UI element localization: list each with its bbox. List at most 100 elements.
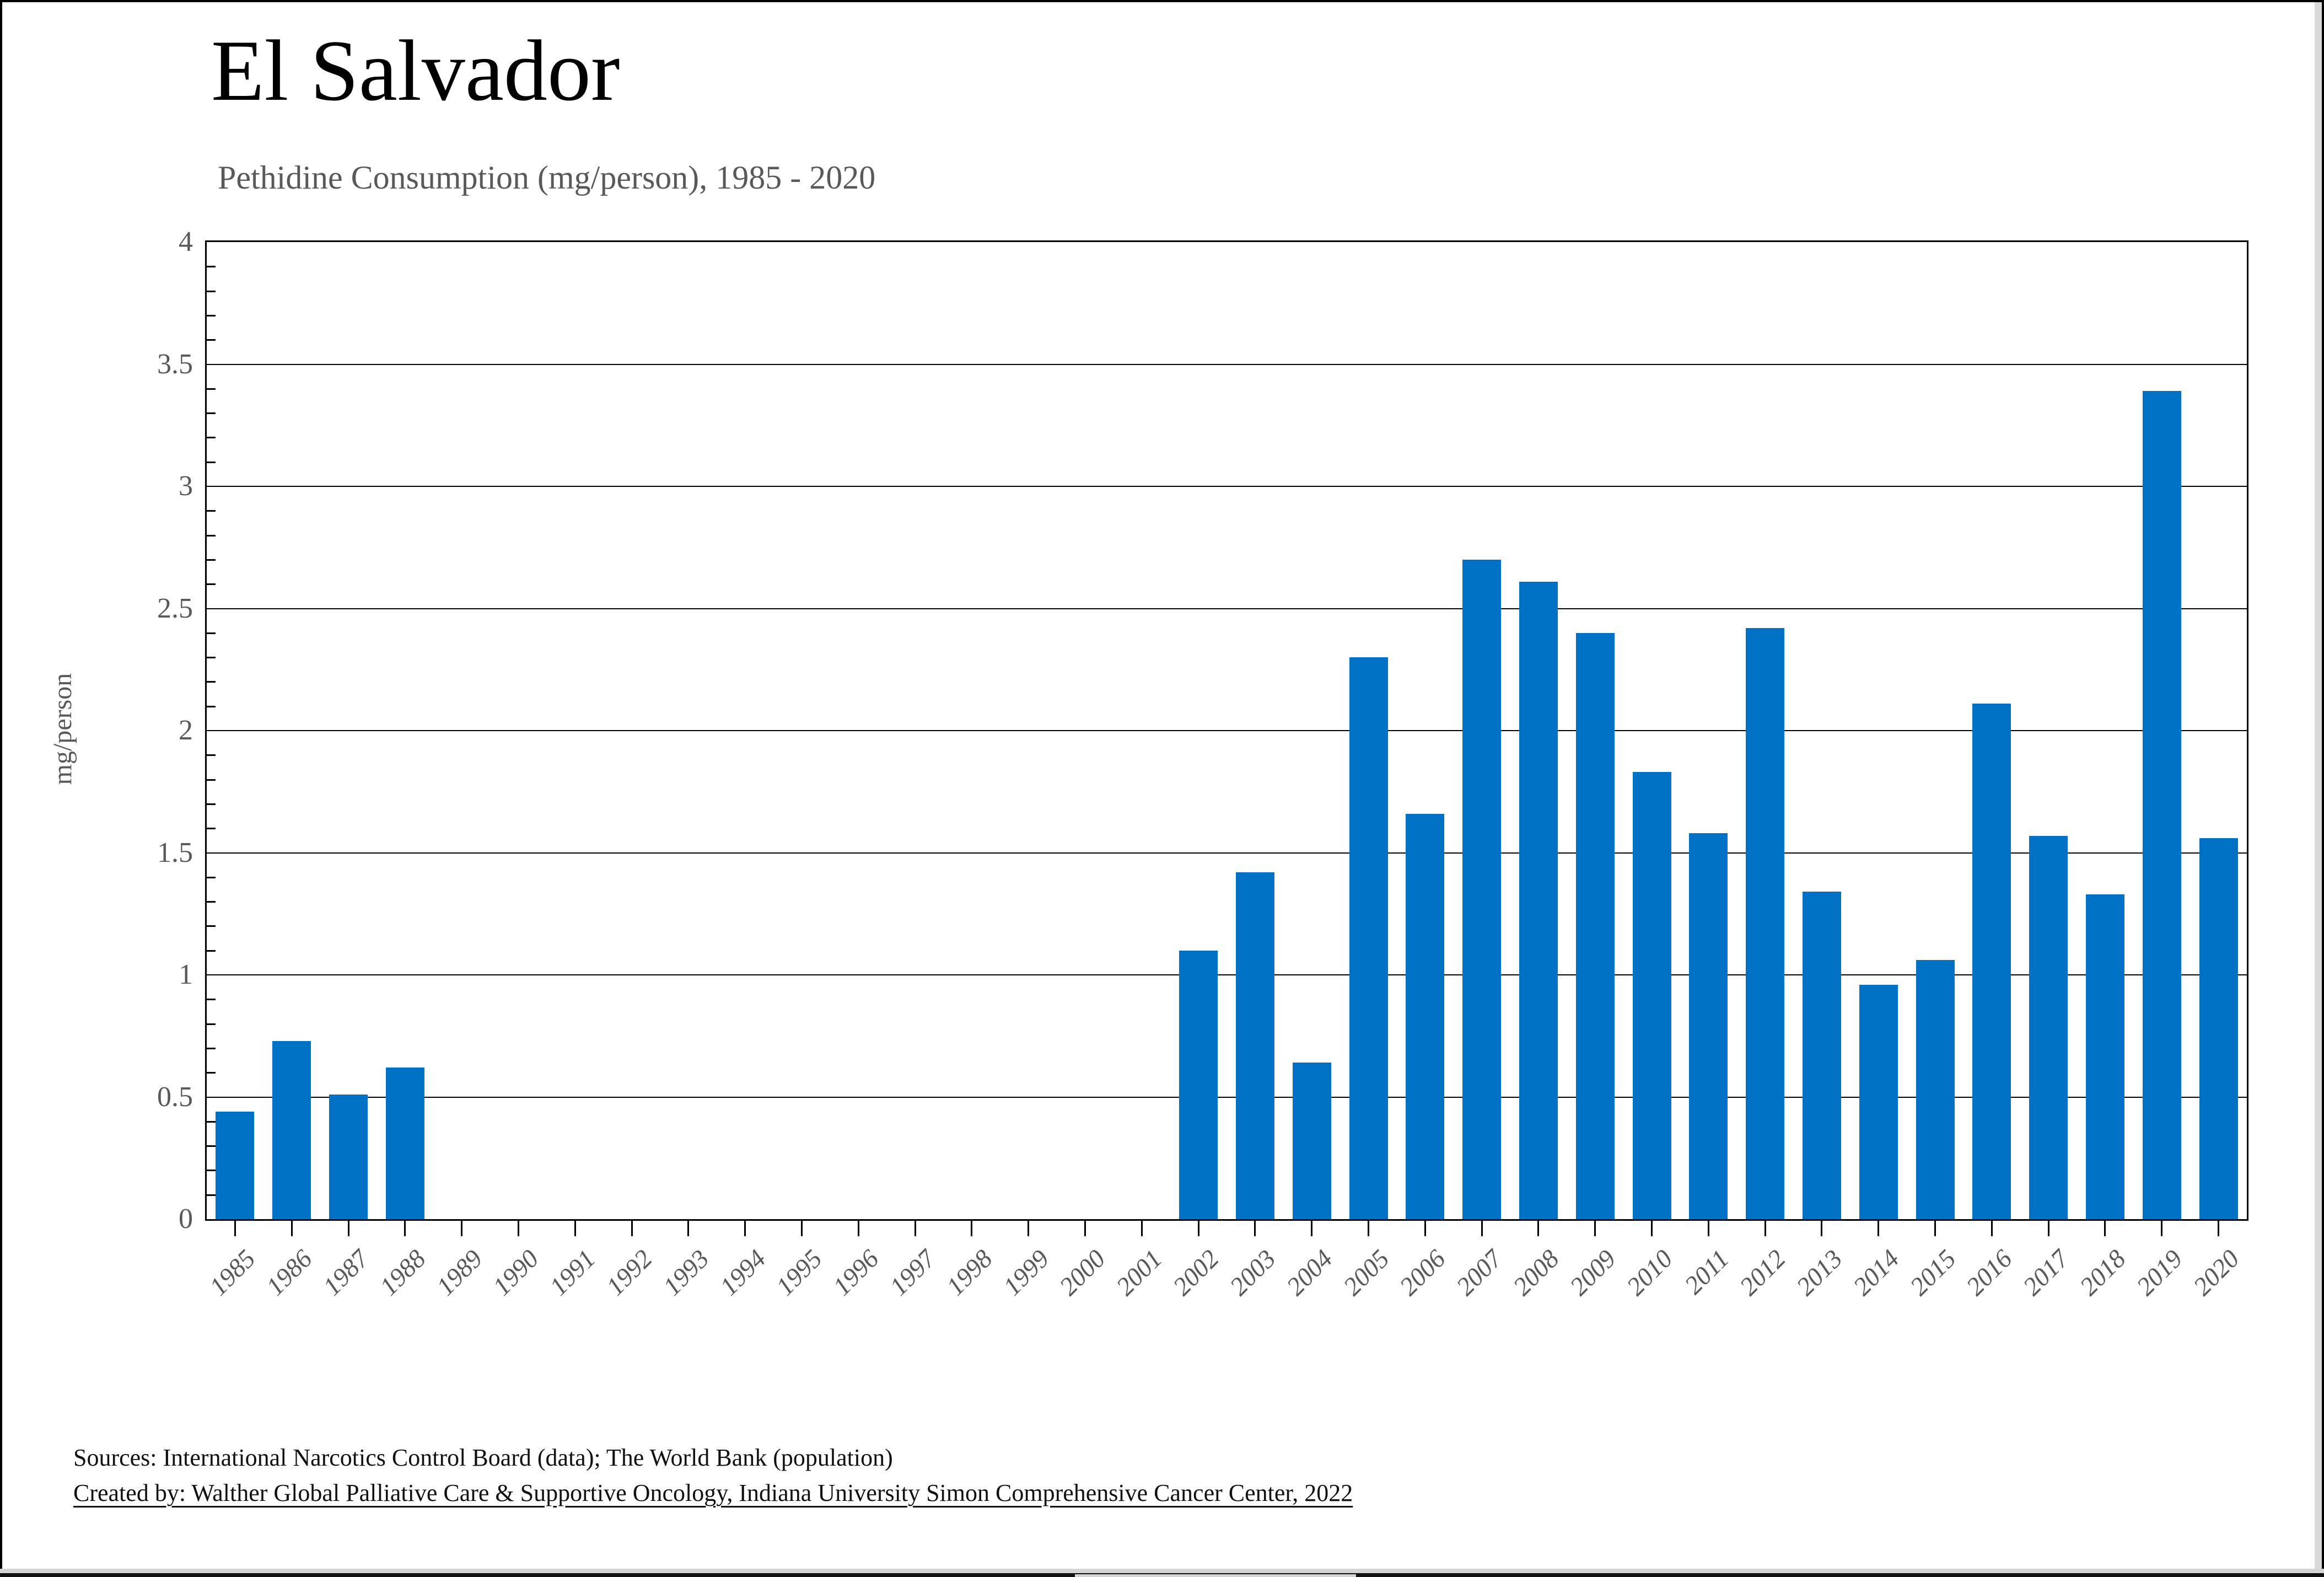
x-tick-2016 [1991,1219,1993,1236]
y-tick-label-2.5: 2.5 [157,592,193,624]
bar-2017 [2029,835,2068,1219]
bar-2002 [1179,950,1218,1219]
y-minor-tick [207,583,216,586]
y-minor-tick [207,999,216,1001]
x-tick-1994 [744,1219,746,1236]
x-tick-label-1998: 1998 [941,1244,998,1301]
bar-2009 [1575,632,1615,1219]
y-minor-tick [207,1047,216,1049]
x-tick-2004 [1311,1219,1313,1236]
x-tick-2001 [1141,1219,1143,1236]
gridline-1.5 [207,852,2247,854]
y-tick-label-1.5: 1.5 [157,836,193,868]
x-tick-label-1988: 1988 [374,1244,432,1301]
y-minor-tick [207,510,216,512]
bar-2015 [1916,960,1955,1219]
x-tick-1995 [800,1219,803,1236]
x-tick-label-2011: 2011 [1679,1244,1735,1300]
bar-2012 [1746,627,1785,1219]
bar-2016 [1972,704,2011,1219]
gridline-3.5 [207,363,2247,365]
x-tick-2012 [1764,1219,1766,1236]
x-tick-2011 [1707,1219,1709,1236]
bar-2008 [1519,581,1558,1219]
y-minor-tick [207,1023,216,1025]
y-minor-tick [207,559,216,561]
y-minor-tick [207,681,216,683]
x-tick-1988 [404,1219,406,1236]
x-tick-2014 [1878,1219,1880,1236]
bar-2019 [2142,391,2181,1219]
x-tick-1999 [1027,1219,1030,1236]
bar-2018 [2085,894,2124,1219]
x-tick-label-1992: 1992 [601,1244,658,1301]
x-tick-label-1996: 1996 [827,1244,885,1301]
x-tick-label-2004: 2004 [1281,1244,1338,1301]
x-tick-1993 [687,1219,690,1236]
x-tick-label-1989: 1989 [431,1244,488,1301]
x-tick-1986 [290,1219,293,1236]
x-tick-1991 [574,1219,576,1236]
gridline-2.0 [207,730,2247,731]
gridline-2.5 [207,608,2247,609]
x-tick-2020 [2218,1219,2220,1236]
y-minor-tick [207,779,216,781]
y-minor-tick [207,290,216,292]
gridline-1.0 [207,974,2247,975]
y-minor-tick [207,1120,216,1123]
x-tick-label-2003: 2003 [1224,1244,1282,1301]
x-tick-1987 [347,1219,349,1236]
y-minor-tick [207,754,216,757]
x-tick-label-2017: 2017 [2018,1244,2075,1301]
x-tick-2009 [1594,1219,1596,1236]
x-tick-label-1987: 1987 [318,1244,375,1301]
y-tick-label-0.5: 0.5 [157,1081,193,1113]
bar-2020 [2199,838,2238,1219]
y-minor-tick [207,1170,216,1172]
bar-2014 [1859,984,1898,1219]
y-minor-tick [207,1194,216,1196]
bottom-chrome-strip [0,1569,2324,1573]
bar-2005 [1349,657,1388,1219]
y-minor-tick [207,1072,216,1074]
y-minor-tick [207,534,216,537]
x-tick-label-1986: 1986 [261,1244,318,1301]
x-tick-label-1985: 1985 [204,1244,261,1301]
x-tick-1998 [971,1219,973,1236]
x-tick-label-1997: 1997 [884,1244,942,1301]
bottom-scrollbar-thumb[interactable] [1075,1574,1356,1577]
x-tick-2007 [1481,1219,1483,1236]
x-tick-2013 [1821,1219,1823,1236]
x-tick-label-2018: 2018 [2074,1244,2132,1301]
footer-sources: Sources: International Narcotics Control… [73,1440,1353,1511]
bar-1988 [385,1068,424,1219]
x-tick-label-2013: 2013 [1791,1244,1848,1301]
bar-2006 [1406,813,1445,1219]
x-tick-2015 [1934,1219,1936,1236]
bar-2011 [1689,833,1728,1219]
y-minor-tick [207,1145,216,1147]
chart-subtitle: Pethidine Consumption (mg/person), 1985 … [218,159,876,196]
x-tick-label-2015: 2015 [1904,1244,1962,1301]
x-tick-1992 [631,1219,633,1236]
bar-2010 [1632,772,1671,1219]
x-tick-label-2012: 2012 [1734,1244,1792,1301]
y-tick-label-0: 0 [179,1203,193,1235]
x-tick-label-1990: 1990 [487,1244,545,1301]
y-minor-tick [207,901,216,903]
created-by-line: Created by: Walther Global Palliative Ca… [73,1479,1353,1506]
x-tick-2002 [1197,1219,1199,1236]
y-tick-label-1: 1 [179,959,193,990]
x-tick-2017 [2047,1219,2049,1236]
y-minor-tick [207,803,216,805]
x-tick-label-2019: 2019 [2131,1244,2188,1301]
y-tick-label-3: 3 [179,470,193,502]
gridline-0.5 [207,1096,2247,1098]
y-tick-label-3.5: 3.5 [157,348,193,380]
bar-1985 [216,1112,255,1219]
y-minor-tick [207,388,216,390]
x-tick-label-1999: 1999 [997,1244,1055,1301]
right-scrollbar-track[interactable] [2315,2,2322,1569]
x-tick-2018 [2104,1219,2106,1236]
